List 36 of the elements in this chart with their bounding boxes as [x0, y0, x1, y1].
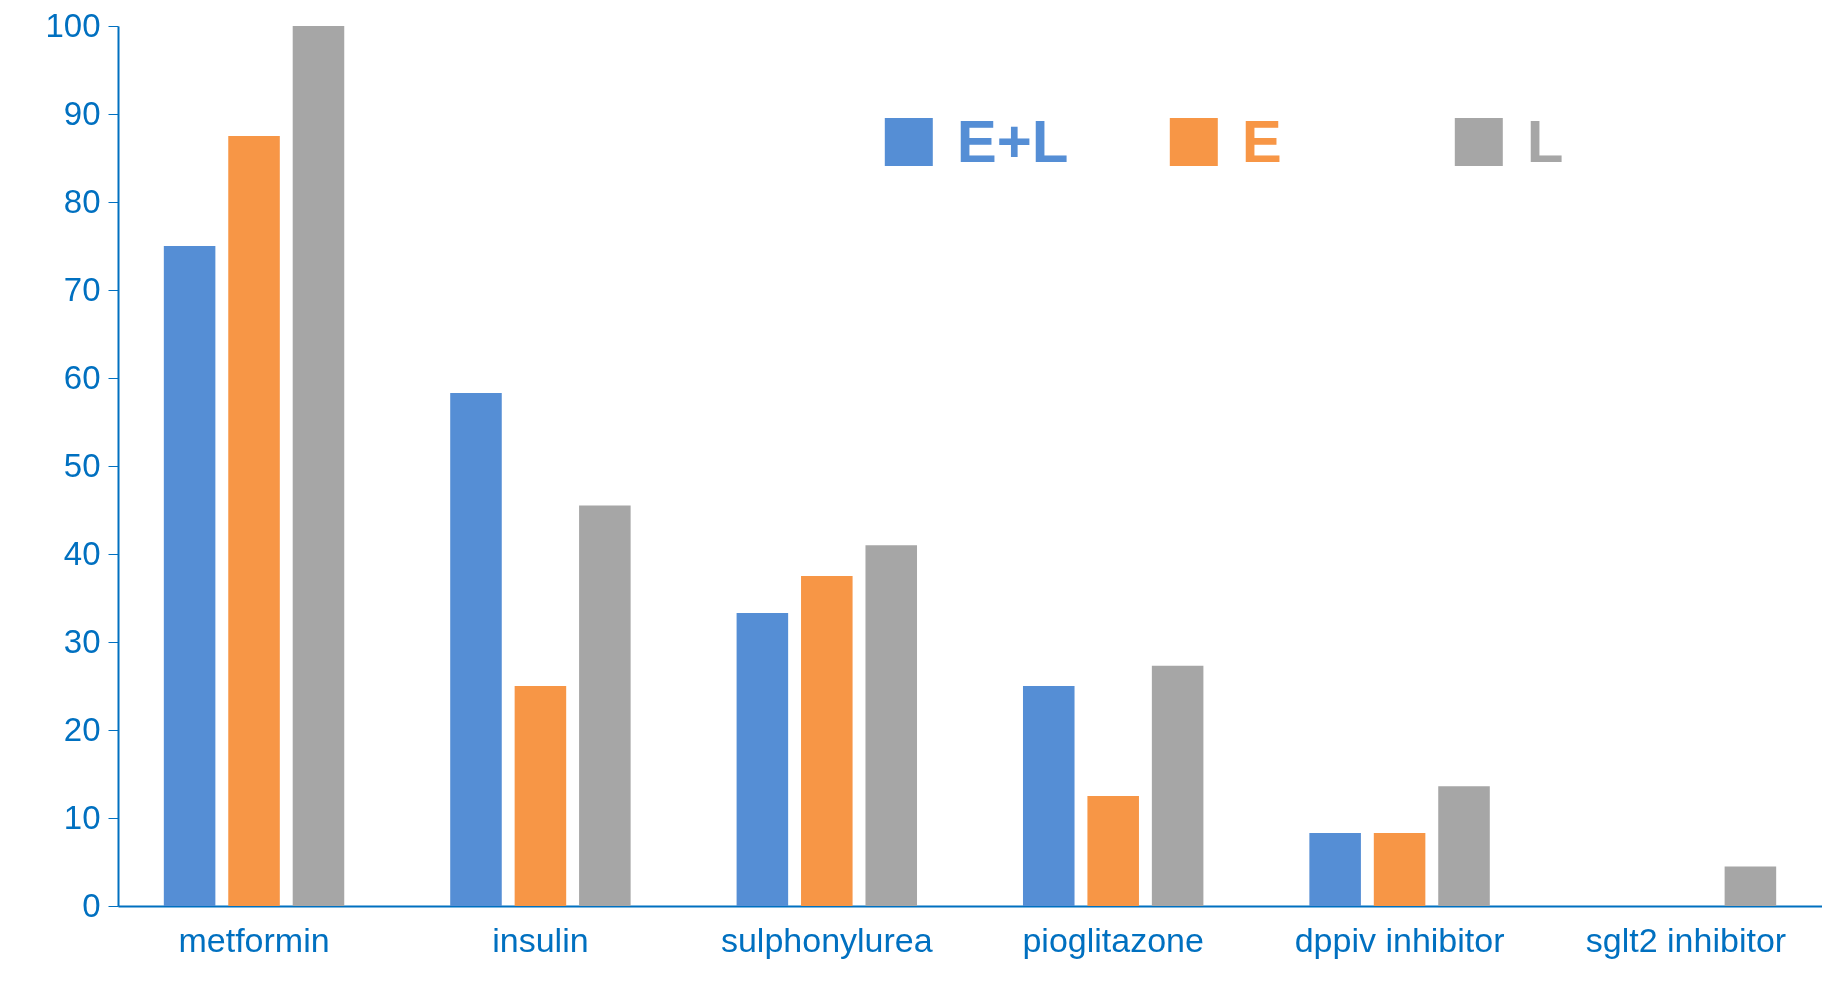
bar	[1151, 665, 1204, 906]
y-tick-label: 10	[63, 798, 101, 836]
bar	[1087, 796, 1139, 906]
bar	[1724, 866, 1777, 906]
y-tick-label: 20	[63, 710, 101, 748]
bar	[865, 545, 918, 906]
x-tick-label: pioglitazone	[1022, 920, 1204, 959]
bar	[163, 246, 216, 906]
y-tick-label: 30	[63, 622, 101, 660]
x-tick-label: dppiv inhibitor	[1294, 920, 1505, 959]
legend-label: E+L	[956, 108, 1069, 175]
y-tick-label: 50	[63, 446, 101, 484]
x-tick-label: metformin	[178, 920, 330, 959]
y-tick-label: 0	[82, 886, 101, 924]
bar	[1438, 786, 1490, 906]
y-tick-label: 80	[63, 182, 101, 220]
bar	[579, 505, 631, 906]
x-tick-label: insulin	[492, 920, 589, 959]
x-tick-label: sulphonylurea	[720, 920, 933, 959]
y-tick-label: 70	[63, 270, 101, 308]
bar	[801, 576, 853, 906]
y-tick-label: 60	[63, 358, 101, 396]
bar	[450, 392, 502, 906]
bar	[1373, 832, 1426, 906]
y-tick-label: 100	[45, 6, 101, 44]
y-tick-label: 40	[63, 534, 101, 572]
legend-label: E	[1241, 108, 1282, 175]
bar	[514, 686, 567, 906]
legend-label: L	[1526, 108, 1564, 175]
y-tick-label: 90	[63, 94, 101, 132]
bar	[736, 612, 789, 906]
x-tick-label: sglt2 inhibitor	[1585, 920, 1787, 959]
bar	[228, 136, 280, 906]
bar	[292, 26, 345, 906]
bar	[1022, 686, 1075, 906]
bar	[1309, 832, 1361, 906]
